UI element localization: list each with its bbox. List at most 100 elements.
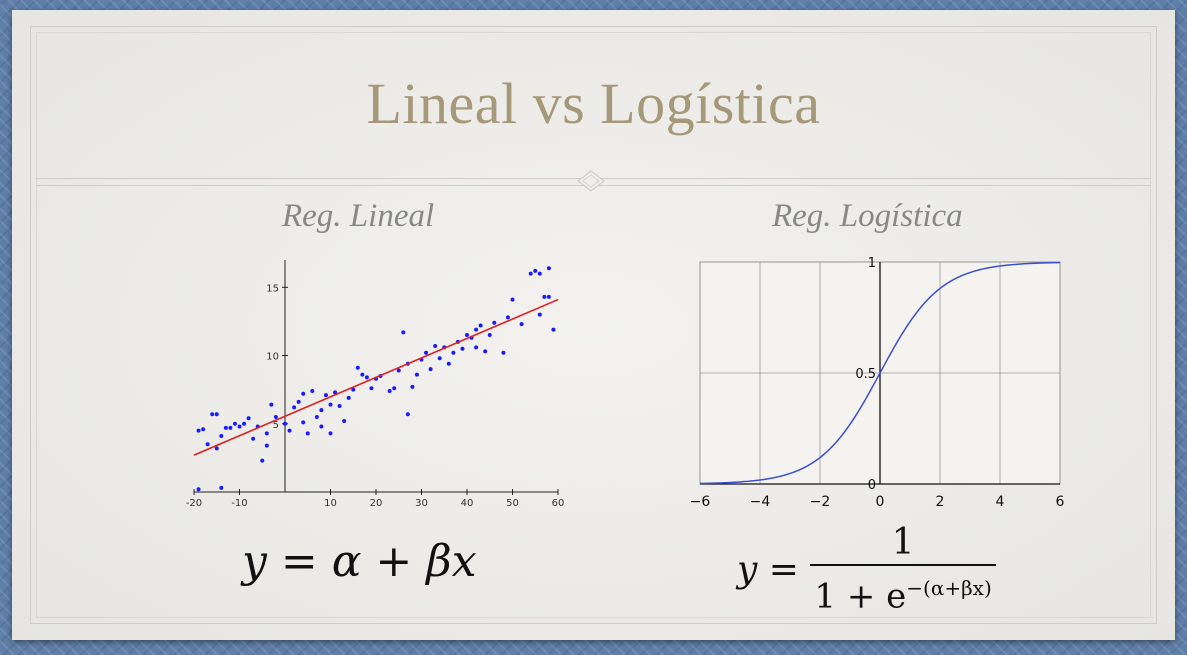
data-point: [487, 333, 492, 338]
data-point: [546, 266, 551, 271]
x-tick-label: 4: [996, 494, 1005, 510]
x-tick-label: 30: [415, 498, 428, 509]
data-point: [542, 294, 547, 299]
data-point: [483, 349, 488, 354]
data-point: [301, 420, 306, 425]
x-tick-label: 60: [552, 498, 565, 509]
data-point: [223, 425, 228, 430]
data-point: [392, 386, 397, 391]
data-point: [492, 320, 497, 325]
data-point: [405, 412, 410, 417]
data-point: [214, 446, 219, 451]
data-point: [210, 412, 215, 417]
data-point: [219, 434, 224, 439]
data-point: [401, 330, 406, 335]
x-tick-label: −4: [750, 494, 771, 510]
data-point: [474, 327, 479, 332]
fit-line: [193, 298, 559, 456]
logistic-regression-chart: −6 −4 −2 0 2 4 6 0 0.5 1: [690, 256, 1065, 510]
formula-equals: =: [768, 549, 799, 591]
y-tick-label: 10: [266, 352, 279, 363]
sigmoid-curve: [699, 261, 1061, 485]
slide-title: Lineal vs Logística: [366, 71, 821, 136]
data-point: [328, 431, 333, 436]
data-point: [228, 425, 233, 430]
formula-equals: =: [280, 536, 318, 587]
data-point: [528, 271, 533, 276]
x-tick-label: -20: [186, 498, 202, 509]
x-tick-label: −2: [810, 494, 831, 510]
y-tick-label: 0.5: [855, 367, 876, 382]
formula-denominator-base: 1 + e: [814, 576, 907, 617]
x-tick-label: 6: [1056, 494, 1065, 510]
data-point: [305, 431, 310, 436]
data-point: [201, 427, 206, 432]
data-point: [414, 372, 419, 377]
data-point: [301, 391, 306, 396]
y-tick-label: 1: [868, 256, 876, 271]
data-point: [510, 297, 515, 302]
formula-exponent: −(α+βx): [906, 576, 992, 600]
data-point: [355, 365, 360, 370]
data-point: [460, 346, 465, 351]
data-point: [264, 431, 269, 436]
data-point: [196, 428, 201, 433]
formula-lhs: y: [737, 549, 758, 591]
formula-rhs: α + βx: [331, 536, 477, 587]
logistic-formula: y = 1 1 + e−(α+βx): [737, 522, 996, 618]
data-point: [314, 414, 319, 419]
data-point: [519, 322, 524, 327]
y-tick-label: 5: [273, 420, 279, 431]
data-point: [396, 368, 401, 373]
data-point: [364, 375, 369, 380]
data-point: [292, 405, 297, 410]
x-tick-label: -10: [231, 498, 247, 509]
data-point: [328, 402, 333, 407]
x-tick-label: 20: [370, 498, 383, 509]
data-point: [287, 428, 292, 433]
formula-lhs: y: [242, 536, 267, 587]
x-tick-label: 10: [324, 498, 337, 509]
data-point: [451, 350, 456, 355]
data-point: [214, 412, 219, 417]
slide-frame-outer: [30, 26, 1157, 624]
data-point: [537, 312, 542, 317]
data-point: [474, 345, 479, 350]
data-point: [273, 414, 278, 419]
linear-formula: y = α + βx: [242, 536, 477, 587]
slide-frame-inner: [36, 32, 1151, 618]
x-tick-label: 40: [461, 498, 474, 509]
data-point: [319, 408, 324, 413]
data-point: [428, 367, 433, 372]
data-point: [296, 399, 301, 404]
data-point: [219, 485, 224, 490]
logistic-subtitle: Reg. Logística: [772, 198, 963, 234]
x-tick-label: 50: [506, 498, 519, 509]
data-point: [537, 271, 542, 276]
data-point: [205, 442, 210, 447]
slide: Lineal vs Logística Reg. Lineal Reg. Log…: [12, 10, 1175, 640]
x-tick-label: −6: [690, 494, 711, 510]
data-point: [333, 390, 338, 395]
y-tick-label: 0: [868, 478, 876, 493]
data-point: [505, 315, 510, 320]
data-point: [346, 395, 351, 400]
data-point: [551, 327, 556, 332]
linear-regression-chart: -20 -10 10 20 30 40 50 60 5 10 15: [186, 260, 565, 509]
data-point: [246, 416, 251, 421]
data-point: [446, 361, 451, 366]
formula-fraction: 1 1 + e−(α+βx): [810, 522, 996, 618]
data-point: [533, 268, 538, 273]
data-point: [310, 389, 315, 394]
data-point: [337, 404, 342, 409]
data-point: [360, 372, 365, 377]
data-point: [237, 424, 242, 429]
divider-ornament: [577, 170, 605, 192]
data-point: [242, 421, 247, 426]
data-point: [351, 387, 356, 392]
data-point: [232, 421, 237, 426]
data-point: [437, 356, 442, 361]
formula-denominator: 1 + e−(α+βx): [810, 564, 996, 618]
data-point: [196, 487, 201, 492]
data-point: [424, 350, 429, 355]
